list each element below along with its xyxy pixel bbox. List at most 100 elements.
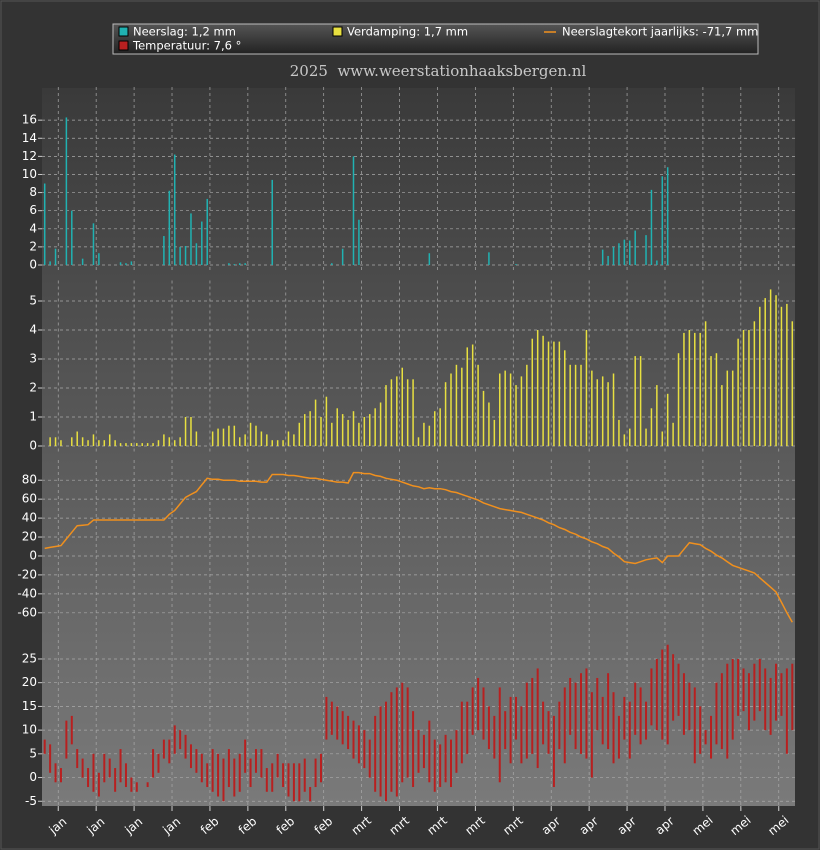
bar bbox=[352, 411, 355, 446]
bar bbox=[406, 379, 409, 446]
range-bar bbox=[444, 734, 447, 783]
bar bbox=[721, 385, 723, 446]
y-tick-label: 6 bbox=[29, 203, 37, 217]
bar bbox=[233, 425, 236, 446]
range-bar bbox=[103, 753, 106, 783]
bar bbox=[49, 261, 51, 265]
bar bbox=[509, 373, 512, 446]
range-bar bbox=[791, 663, 794, 731]
bar bbox=[293, 434, 295, 446]
range-bar bbox=[179, 730, 182, 750]
range-bar bbox=[780, 673, 783, 716]
bar bbox=[168, 437, 171, 446]
bar bbox=[737, 338, 739, 446]
range-bar bbox=[439, 744, 442, 788]
range-bar bbox=[542, 701, 545, 745]
legend-entry: Verdamping: 1,7 mm bbox=[347, 25, 468, 39]
bar bbox=[672, 422, 674, 446]
y-tick-label: 40 bbox=[22, 511, 37, 525]
bar bbox=[379, 402, 382, 446]
range-bar bbox=[552, 715, 555, 788]
bar bbox=[60, 440, 62, 446]
y-tick-label: 0 bbox=[29, 770, 37, 784]
range-bar bbox=[699, 706, 702, 754]
bar bbox=[607, 255, 609, 265]
bar bbox=[352, 156, 355, 265]
bar bbox=[742, 330, 745, 446]
range-bar bbox=[682, 673, 685, 735]
range-bar bbox=[590, 692, 593, 778]
bar bbox=[601, 249, 604, 265]
bar bbox=[320, 417, 322, 446]
range-bar bbox=[157, 753, 160, 773]
bar bbox=[325, 396, 328, 446]
bar bbox=[423, 422, 425, 446]
bar bbox=[368, 414, 371, 446]
y-tick-label: 20 bbox=[22, 675, 37, 689]
bar bbox=[244, 263, 246, 265]
bar bbox=[623, 434, 626, 446]
bar bbox=[341, 248, 344, 265]
bar bbox=[753, 321, 756, 446]
bar bbox=[428, 425, 431, 446]
range-bar bbox=[401, 682, 404, 783]
bar bbox=[92, 223, 95, 265]
bar bbox=[726, 370, 729, 446]
bar bbox=[591, 370, 593, 446]
range-bar bbox=[650, 668, 653, 726]
bar bbox=[271, 179, 273, 265]
range-bar bbox=[97, 772, 100, 797]
range-bar bbox=[639, 687, 642, 745]
bar bbox=[217, 428, 219, 446]
range-bar bbox=[189, 744, 192, 769]
y-tick-label: 0 bbox=[29, 548, 37, 562]
range-bar bbox=[368, 739, 371, 778]
range-bar bbox=[585, 668, 588, 759]
range-bar bbox=[509, 696, 512, 764]
bar bbox=[287, 431, 290, 446]
bar bbox=[764, 298, 766, 446]
range-bar bbox=[341, 711, 344, 745]
bar bbox=[98, 253, 100, 265]
bar bbox=[580, 364, 582, 446]
range-bar bbox=[645, 701, 648, 740]
bar bbox=[634, 230, 636, 265]
range-bar bbox=[309, 787, 312, 802]
bar bbox=[731, 370, 734, 446]
y-tick-label: -60 bbox=[17, 605, 37, 619]
range-bar bbox=[217, 753, 220, 797]
range-bar bbox=[493, 715, 496, 759]
bar bbox=[141, 443, 143, 446]
bar bbox=[607, 382, 609, 446]
range-bar bbox=[168, 739, 171, 764]
bar bbox=[119, 262, 122, 265]
range-bar bbox=[737, 658, 740, 716]
range-bar bbox=[92, 753, 95, 792]
bar bbox=[466, 347, 469, 446]
range-bar bbox=[574, 682, 577, 750]
range-bar bbox=[596, 677, 599, 731]
bar bbox=[596, 379, 599, 446]
bar bbox=[363, 417, 366, 446]
bar bbox=[260, 431, 263, 446]
range-bar bbox=[710, 715, 713, 759]
range-bar bbox=[525, 682, 528, 759]
y-tick-label: 0 bbox=[29, 258, 37, 272]
range-bar bbox=[249, 758, 252, 788]
bar bbox=[163, 434, 165, 446]
bar bbox=[574, 364, 577, 446]
bar bbox=[309, 411, 311, 446]
bar bbox=[666, 167, 669, 265]
range-bar bbox=[265, 768, 268, 792]
bar bbox=[49, 437, 51, 446]
bar bbox=[201, 221, 203, 265]
legend-box bbox=[112, 23, 759, 55]
bar bbox=[81, 258, 84, 265]
bar bbox=[656, 385, 658, 446]
range-bar bbox=[558, 701, 561, 750]
bar bbox=[136, 443, 138, 446]
bar bbox=[629, 428, 631, 446]
bar bbox=[228, 263, 230, 265]
range-bar bbox=[764, 668, 767, 731]
range-bar bbox=[720, 673, 723, 750]
